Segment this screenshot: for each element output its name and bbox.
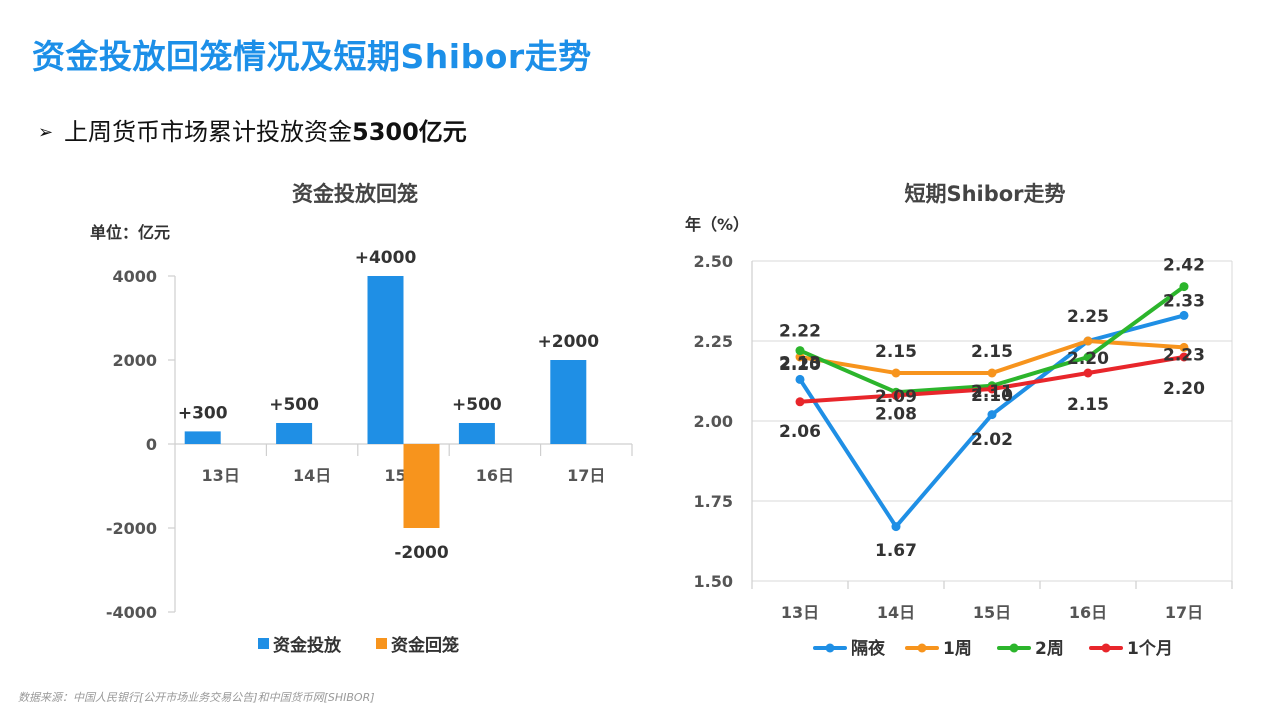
line-point-1个月 [987, 384, 997, 394]
line-y-tick-label: 1.75 [694, 492, 733, 511]
line-data-label-2周: 2.11 [971, 382, 1013, 402]
line-point-隔夜 [1179, 310, 1189, 320]
line-data-label-2周: 2.20 [1067, 349, 1109, 369]
line-legend-marker-1个月 [1101, 643, 1111, 653]
data-source-note: 数据来源：中国人民银行[公开市场业务交易公告]和中国货币网[SHIBOR] [18, 691, 375, 704]
line-data-label-1周: 2.15 [971, 342, 1013, 362]
line-y-tick-label: 2.25 [694, 332, 733, 351]
bar-y-tick-label: -2000 [106, 519, 157, 538]
line-x-tick-label: 16日 [1069, 603, 1107, 622]
line-point-隔夜 [795, 374, 805, 384]
bullet-bold-amount: 5300亿元 [352, 118, 467, 146]
line-point-1个月 [795, 397, 805, 407]
line-legend-label-隔夜: 隔夜 [851, 638, 886, 659]
line-legend-label-2周: 2周 [1035, 639, 1064, 659]
slide-title: 资金投放回笼情况及短期Shibor走势 [32, 37, 592, 76]
bar-x-tick-label: 16日 [476, 466, 514, 485]
bar-chart-title: 资金投放回笼 [292, 182, 418, 206]
line-data-label-隔夜: 2.02 [971, 430, 1013, 450]
line-data-label-1周: 2.15 [875, 342, 917, 362]
line-x-tick-label: 17日 [1165, 603, 1203, 622]
bar-x-tick-label: 13日 [202, 466, 240, 485]
bar-资金投放-16日 [458, 423, 495, 444]
bullet-line: ➢ 上周货币市场累计投放资金5300亿元 [38, 112, 467, 147]
line-chart-ylabel: 年（%） [685, 215, 749, 234]
line-legend-marker-2周 [1009, 643, 1019, 653]
line-point-2周 [1179, 282, 1189, 292]
line-data-label-1个月: 2.10 [971, 386, 1013, 406]
line-data-label-2周: 2.09 [875, 387, 917, 407]
line-data-label-1周: 2.20 [779, 355, 821, 375]
line-data-label-2周: 2.42 [1163, 256, 1205, 276]
line-point-2周 [1083, 352, 1093, 362]
line-data-label-1个月: 2.06 [779, 422, 821, 442]
bar-y-tick-label: 0 [146, 435, 157, 454]
bar-y-tick-label: 4000 [112, 267, 157, 286]
bar-legend-swatch-资金回笼 [376, 638, 387, 649]
bar-资金回笼-15日 [403, 444, 440, 528]
line-data-label-1个月: 2.20 [1163, 379, 1205, 399]
line-legend-marker-1周 [917, 643, 927, 653]
line-data-label-隔夜: 2.13 [779, 353, 821, 373]
line-x-tick-label: 15日 [973, 603, 1011, 622]
bar-data-label: +500 [452, 395, 502, 415]
line-y-tick-label: 2.50 [694, 252, 733, 271]
bar-legend-label-资金回笼: 资金回笼 [391, 635, 459, 656]
bar-data-label: -2000 [394, 543, 449, 563]
bar-chart-unit-label: 单位：亿元 [90, 223, 170, 242]
line-data-label-隔夜: 2.25 [1067, 307, 1109, 327]
line-data-label-1个月: 2.15 [1067, 395, 1109, 415]
line-point-1周 [891, 368, 901, 378]
line-point-1个月 [1083, 368, 1093, 378]
bar-资金投放-15日 [367, 276, 404, 444]
line-point-1个月 [891, 390, 901, 400]
line-chart-title: 短期Shibor走势 [904, 182, 1065, 206]
line-point-隔夜 [987, 410, 997, 420]
line-point-隔夜 [891, 522, 901, 532]
bullet-text: 上周货币市场累计投放资金 [64, 118, 352, 146]
bar-y-tick-label: -4000 [106, 603, 157, 622]
line-point-1周 [987, 368, 997, 378]
line-point-1周 [1083, 336, 1093, 346]
bar-data-label: +500 [269, 395, 319, 415]
line-point-1周 [795, 352, 805, 362]
bar-x-tick-label: 14日 [293, 466, 331, 485]
bar-data-label: +2000 [538, 332, 600, 352]
bar-资金投放-17日 [550, 360, 587, 444]
bar-x-tick-label: 17日 [567, 466, 605, 485]
line-y-tick-label: 1.50 [694, 572, 733, 591]
bullet-arrow-icon: ➢ [38, 122, 54, 143]
bar-资金投放-14日 [276, 423, 313, 444]
bar-data-label: +4000 [355, 248, 417, 268]
line-point-1个月 [1179, 352, 1189, 362]
line-data-label-隔夜: 1.67 [875, 541, 917, 561]
line-data-label-1周: 2.23 [1163, 345, 1205, 365]
line-point-2周 [795, 346, 805, 356]
line-legend-label-1个月: 1个月 [1127, 638, 1173, 659]
line-y-tick-label: 2.00 [694, 412, 733, 431]
line-legend-label-1周: 1周 [943, 639, 972, 659]
bar-data-label: +300 [178, 403, 228, 423]
line-data-label-2周: 2.22 [779, 322, 821, 342]
bar-资金投放-13日 [184, 431, 221, 444]
bar-legend-swatch-资金投放 [258, 638, 269, 649]
line-point-1周 [1179, 342, 1189, 352]
line-x-tick-label: 14日 [877, 603, 915, 622]
line-data-label-隔夜: 2.33 [1163, 291, 1205, 311]
line-x-tick-label: 13日 [781, 603, 819, 622]
bar-y-tick-label: 2000 [112, 351, 157, 370]
bar-legend-label-资金投放: 资金投放 [273, 635, 342, 656]
line-legend-marker-隔夜 [825, 643, 835, 653]
line-data-label-1个月: 2.08 [875, 404, 917, 424]
